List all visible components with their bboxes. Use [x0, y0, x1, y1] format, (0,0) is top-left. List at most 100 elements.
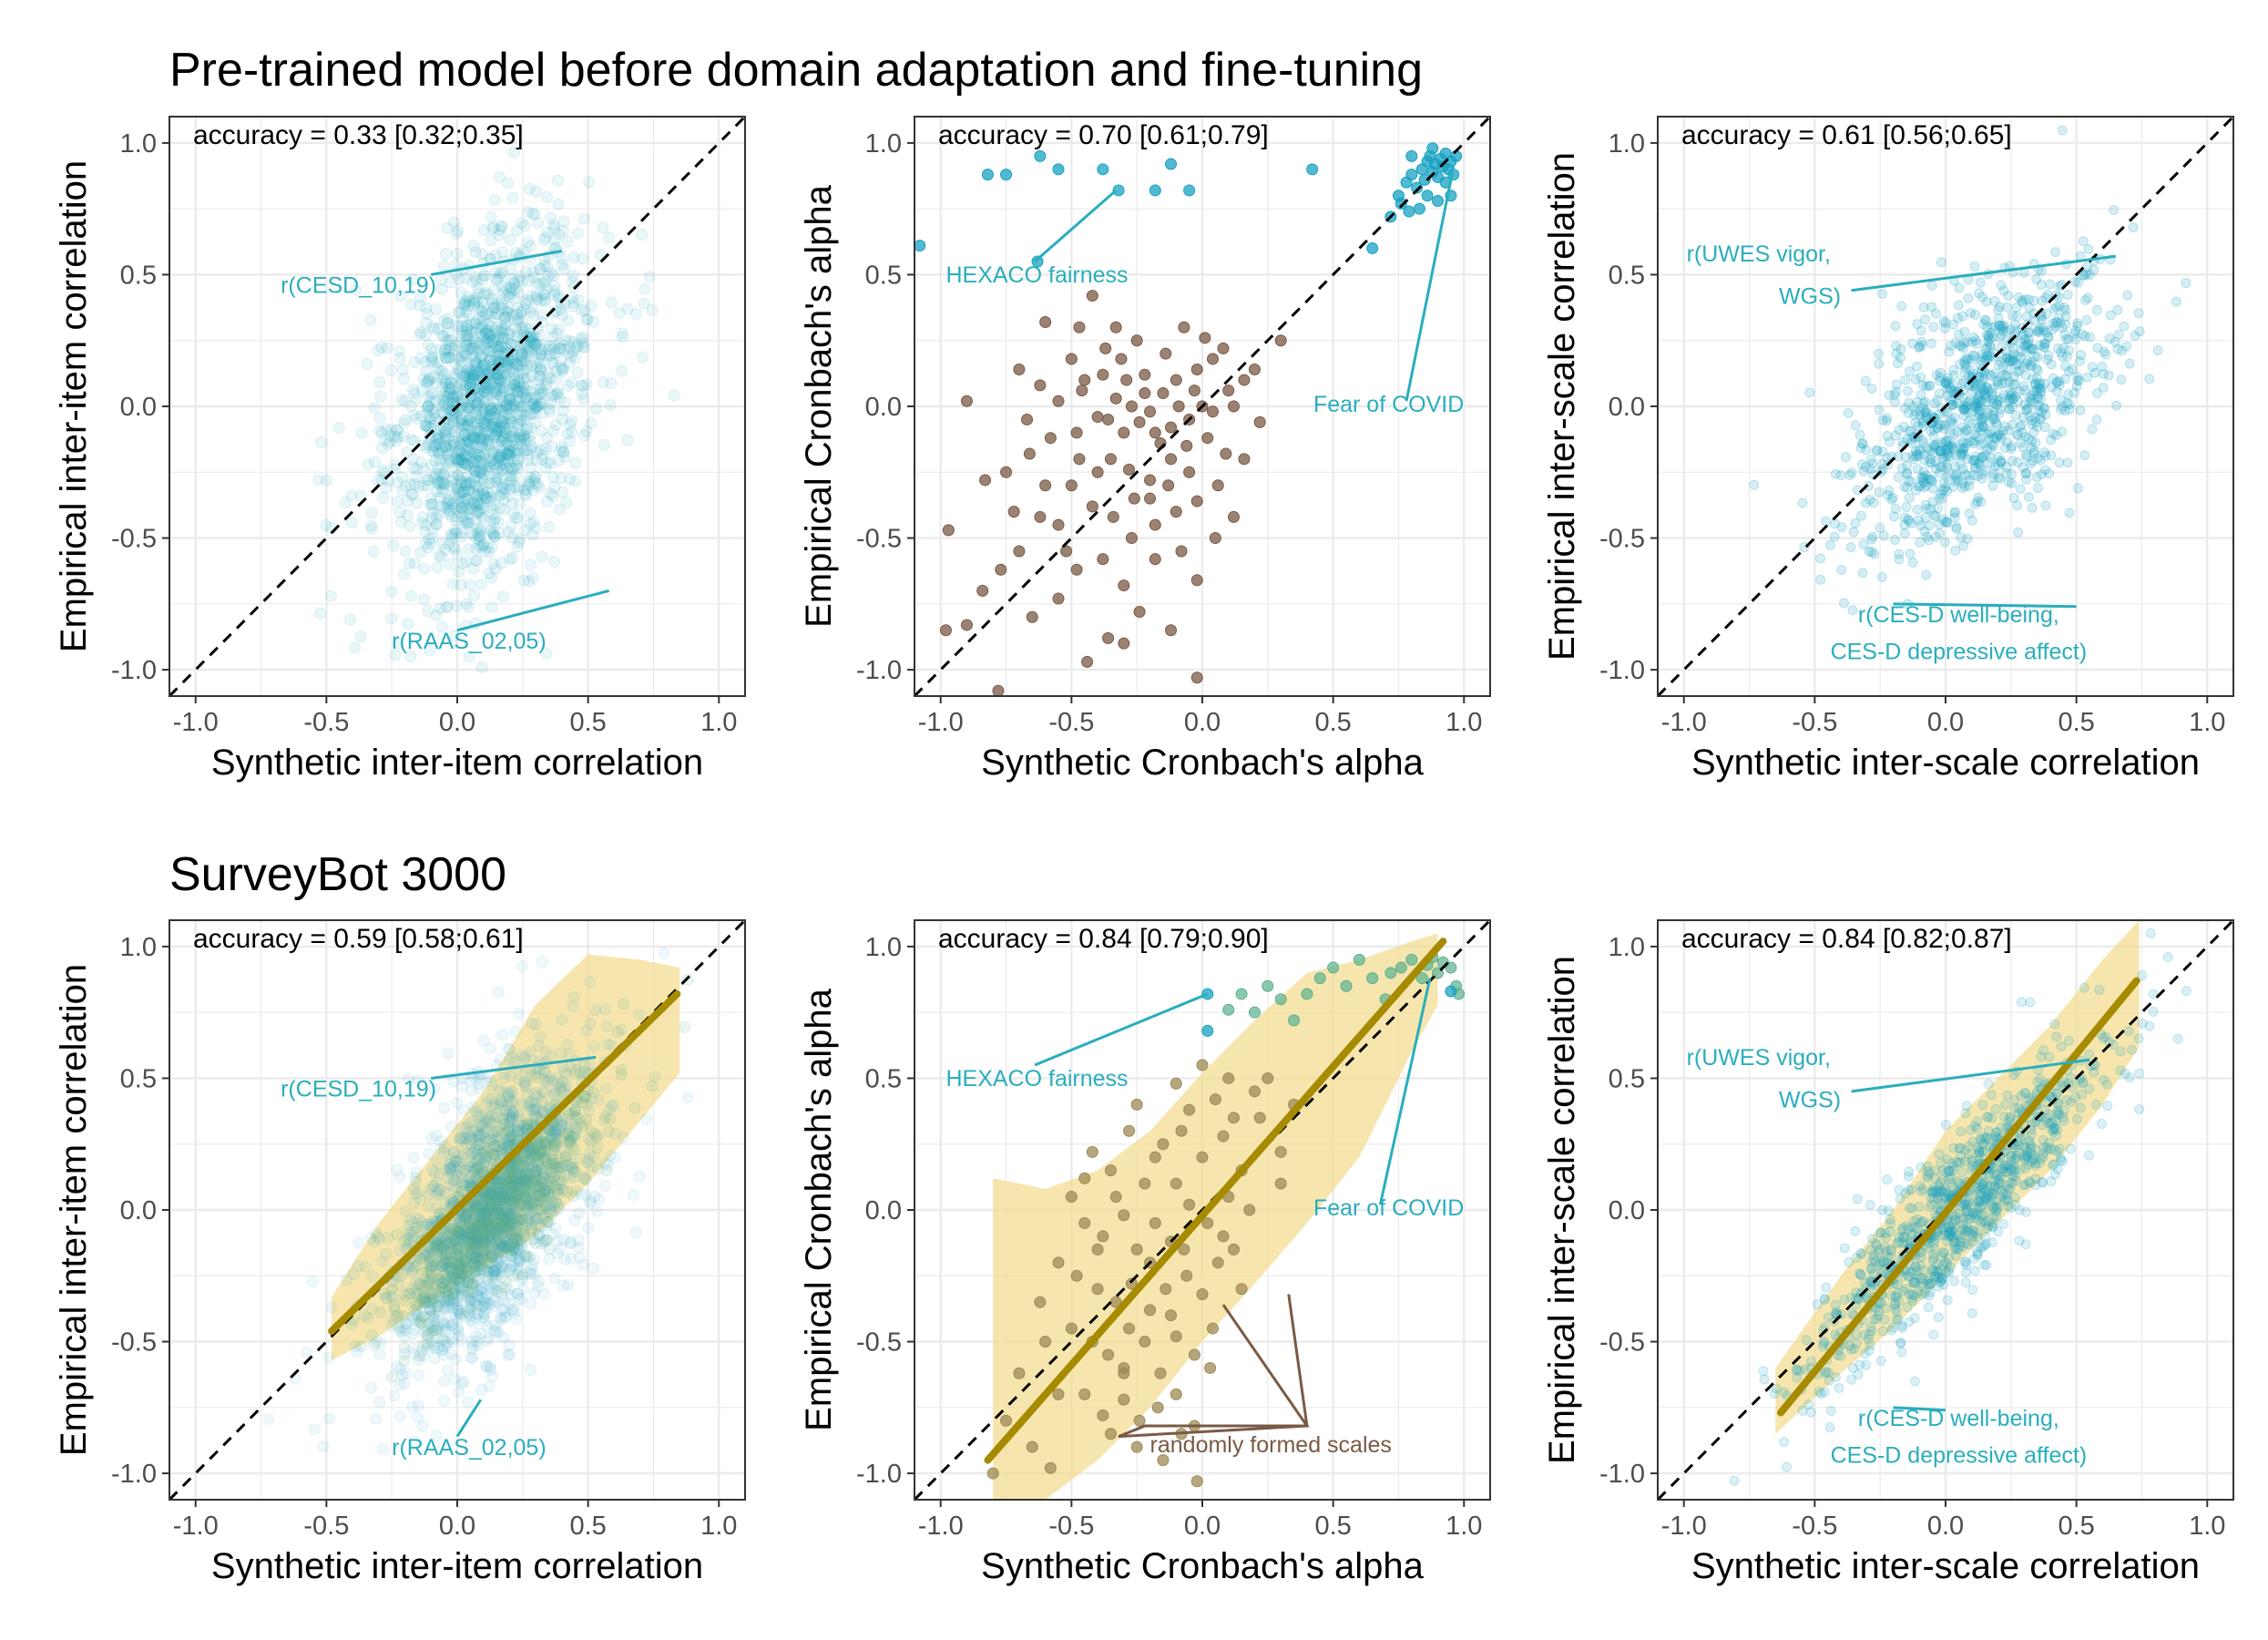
data-point	[555, 354, 567, 367]
data-point	[455, 527, 468, 539]
data-point	[464, 507, 476, 520]
data-point	[1907, 557, 1918, 568]
data-point	[538, 234, 551, 247]
data-point	[472, 449, 485, 462]
data-point	[408, 387, 421, 400]
data-point	[2023, 327, 2034, 338]
data-point	[520, 433, 533, 446]
data-point	[1876, 571, 1887, 582]
data-point	[567, 300, 579, 313]
data-point	[430, 376, 443, 389]
data-point	[462, 363, 475, 375]
data-point	[629, 307, 642, 320]
data-point	[540, 432, 553, 445]
data-point	[1993, 395, 2004, 405]
data-point	[373, 1396, 386, 1409]
data-point	[539, 462, 552, 475]
data-point	[495, 298, 508, 311]
data-point	[564, 473, 577, 486]
data-point	[481, 333, 494, 345]
data-point	[423, 390, 435, 403]
data-point	[383, 436, 396, 448]
data-point	[1890, 504, 1901, 515]
brown-point	[1086, 290, 1098, 302]
data-point	[2045, 279, 2056, 290]
data-point	[485, 405, 497, 417]
data-point	[533, 374, 546, 386]
data-point	[489, 562, 502, 575]
data-point	[398, 417, 411, 430]
data-point	[472, 396, 485, 409]
data-point	[478, 417, 491, 430]
data-point	[2046, 435, 2057, 446]
data-point	[498, 493, 511, 506]
data-point	[534, 278, 547, 291]
data-point	[1975, 277, 1986, 288]
data-point	[445, 498, 458, 511]
data-point	[309, 1423, 322, 1436]
data-point	[496, 1029, 509, 1041]
data-point	[1878, 530, 1889, 541]
data-point	[2119, 321, 2130, 332]
data-point	[2003, 291, 2014, 302]
data-point	[364, 314, 377, 327]
data-point	[572, 293, 585, 306]
data-point	[385, 585, 398, 598]
data-point	[453, 446, 465, 458]
x-tick-label: 0.5	[569, 708, 606, 737]
data-point	[2018, 361, 2029, 372]
data-point	[1973, 492, 1984, 503]
data-point	[557, 1279, 570, 1292]
data-point	[462, 543, 475, 556]
data-point	[449, 527, 462, 539]
data-point	[532, 400, 545, 413]
data-point	[516, 367, 528, 380]
data-point	[423, 411, 435, 424]
data-point	[469, 479, 482, 492]
data-point	[2012, 311, 2023, 322]
data-point	[1857, 568, 1868, 579]
data-point	[324, 589, 337, 602]
data-point	[1986, 342, 1997, 353]
data-point	[518, 444, 531, 456]
data-point	[496, 336, 509, 349]
data-point	[598, 1003, 611, 1016]
y-tick-label: 0.5	[1609, 261, 1645, 290]
data-point	[421, 400, 434, 413]
data-point	[417, 462, 430, 475]
data-point	[438, 1102, 451, 1114]
data-point	[1899, 528, 1910, 538]
annotation-label: r(UWES vigor,	[1687, 241, 1831, 267]
data-point	[511, 453, 524, 466]
data-point	[1945, 427, 1956, 438]
data-point	[425, 350, 438, 363]
data-point	[1959, 326, 1970, 337]
brown-point	[1238, 453, 1251, 466]
data-point	[480, 327, 493, 340]
data-point	[1889, 396, 1900, 407]
data-point	[504, 233, 516, 246]
data-point	[473, 369, 485, 382]
data-point	[394, 515, 407, 528]
data-point	[349, 641, 362, 654]
plot-area	[169, 117, 745, 696]
data-point	[512, 359, 525, 372]
data-point	[343, 613, 356, 626]
brown-point	[1227, 510, 1240, 523]
data-point	[563, 334, 576, 347]
brown-point	[1190, 671, 1203, 684]
data-point	[1951, 522, 1962, 533]
data-point	[354, 630, 367, 643]
data-point	[404, 589, 417, 602]
y-axis-title: Empirical inter-scale correlation	[1542, 152, 1582, 661]
data-point	[519, 265, 532, 278]
data-point	[2022, 451, 2033, 462]
data-point	[2062, 457, 2073, 468]
data-point	[433, 437, 445, 450]
data-point	[478, 490, 491, 503]
data-point	[2038, 446, 2049, 457]
data-point	[547, 219, 560, 231]
data-point	[478, 1314, 491, 1327]
data-point	[468, 497, 481, 509]
data-point	[493, 404, 506, 416]
